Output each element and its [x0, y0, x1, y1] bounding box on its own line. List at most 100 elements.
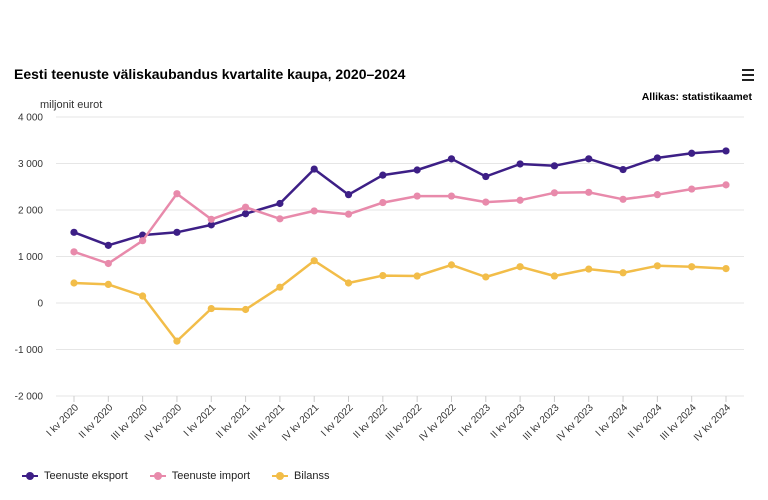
data-point-eksport[interactable] [447, 155, 456, 163]
data-point-eksport[interactable] [722, 147, 730, 155]
legend-item-bilanss[interactable]: Bilanss [272, 470, 330, 482]
legend-label-bilanss: Bilanss [294, 470, 330, 482]
data-point-import[interactable] [722, 181, 730, 189]
series-line-eksport [72, 149, 728, 247]
hamburger-menu-icon-bar [742, 79, 754, 81]
data-point-import[interactable] [104, 259, 112, 268]
series-line-bilanss [72, 259, 728, 343]
x-tick-label: IV kv 2020 [143, 402, 184, 443]
data-point-bilanss[interactable] [344, 279, 353, 287]
data-point-eksport[interactable] [70, 228, 78, 236]
data-point-eksport[interactable] [173, 228, 181, 236]
y-tick-label: 3 000 [18, 159, 43, 170]
data-point-import[interactable] [482, 198, 490, 206]
data-point-eksport[interactable] [585, 155, 593, 163]
data-point-bilanss[interactable] [70, 279, 78, 287]
data-point-import[interactable] [447, 192, 456, 200]
source-credit: Allikas: statistikaamet [641, 91, 752, 103]
legend-symbol-import [149, 471, 166, 481]
data-point-bilanss[interactable] [722, 264, 730, 273]
data-point-import[interactable] [653, 191, 661, 199]
data-point-import[interactable] [619, 195, 627, 203]
data-point-bilanss[interactable] [276, 283, 284, 291]
data-point-import[interactable] [516, 196, 524, 204]
data-point-import[interactable] [379, 198, 387, 207]
data-point-bilanss[interactable] [413, 272, 421, 280]
legend-symbol-bilanss [272, 471, 289, 481]
data-point-import[interactable] [241, 203, 250, 211]
x-tick-label: IV kv 2022 [417, 402, 458, 443]
y-axis-unit-label: miljonit eurot [40, 99, 102, 111]
y-tick-label: 4 000 [18, 113, 43, 124]
data-point-eksport[interactable] [344, 191, 353, 199]
data-point-import[interactable] [688, 185, 696, 193]
data-point-bilanss[interactable] [310, 257, 318, 265]
data-point-bilanss[interactable] [207, 304, 215, 313]
data-point-bilanss[interactable] [688, 263, 696, 271]
data-point-eksport[interactable] [310, 165, 318, 173]
y-tick-label: 2 000 [18, 206, 43, 217]
x-tick-label: IV kv 2024 [692, 402, 733, 443]
legend-label-eksport: Teenuste eksport [44, 470, 128, 482]
data-point-bilanss[interactable] [241, 305, 250, 314]
data-point-bilanss[interactable] [482, 273, 490, 281]
chart-legend: Teenuste eksport Teenuste import Bilanss [22, 470, 330, 482]
data-point-bilanss[interactable] [585, 265, 593, 273]
data-point-import[interactable] [173, 190, 181, 198]
chart-menu-button[interactable] [738, 66, 758, 84]
data-point-bilanss[interactable] [516, 263, 524, 271]
data-point-import[interactable] [550, 189, 559, 197]
y-tick-label: -2 000 [15, 392, 44, 403]
data-point-eksport[interactable] [413, 166, 421, 174]
data-point-import[interactable] [413, 192, 421, 200]
chart-title: Eesti teenuste väliskaubandus kvartalite… [14, 66, 406, 82]
data-point-bilanss[interactable] [139, 292, 147, 300]
series-line-import [72, 183, 728, 265]
data-point-import[interactable] [276, 215, 284, 223]
y-axis: 4 000 3 000 2 000 1 000 0 -1 000 -2 000 [15, 113, 44, 403]
data-point-eksport[interactable] [653, 154, 661, 162]
data-point-import[interactable] [70, 248, 78, 256]
legend-item-eksport[interactable]: Teenuste eksport [22, 470, 128, 482]
data-point-bilanss[interactable] [173, 337, 181, 345]
x-tick-label: I kv 2021 [182, 402, 219, 439]
y-tick-label: -1 000 [15, 345, 44, 356]
hamburger-menu-icon [742, 69, 754, 71]
data-point-bilanss[interactable] [550, 272, 559, 280]
x-tick-label: IV kv 2023 [555, 402, 596, 443]
gridlines [56, 116, 744, 397]
data-point-eksport[interactable] [688, 149, 696, 157]
data-point-import[interactable] [207, 215, 215, 223]
data-point-eksport[interactable] [104, 241, 112, 249]
y-tick-label: 0 [37, 299, 43, 310]
data-point-eksport[interactable] [550, 162, 559, 170]
data-point-eksport[interactable] [379, 171, 387, 179]
hamburger-menu-icon-bar [742, 74, 754, 76]
data-point-import[interactable] [585, 188, 593, 196]
data-point-eksport[interactable] [516, 160, 524, 168]
data-point-bilanss[interactable] [447, 261, 456, 269]
legend-label-import: Teenuste import [171, 470, 251, 482]
data-point-eksport[interactable] [276, 199, 284, 208]
data-point-bilanss[interactable] [104, 280, 112, 288]
series-bilanss [70, 257, 730, 345]
data-point-import[interactable] [310, 207, 318, 215]
data-point-eksport[interactable] [619, 165, 627, 174]
y-tick-label: 1 000 [18, 252, 43, 263]
data-point-bilanss[interactable] [653, 262, 661, 270]
legend-item-import[interactable]: Teenuste import [149, 470, 251, 482]
series-import [70, 181, 730, 268]
data-point-bilanss[interactable] [619, 269, 627, 277]
x-tick-label: IV kv 2021 [280, 402, 321, 443]
data-point-import[interactable] [139, 237, 147, 245]
legend-symbol-eksport [22, 471, 38, 481]
series-eksport [70, 147, 730, 249]
data-point-import[interactable] [344, 210, 353, 218]
data-point-eksport[interactable] [482, 172, 490, 181]
data-point-eksport[interactable] [207, 221, 215, 229]
data-point-bilanss[interactable] [379, 271, 387, 280]
data-point-eksport[interactable] [241, 210, 250, 218]
x-tick-label: I kv 2020 [45, 402, 82, 439]
